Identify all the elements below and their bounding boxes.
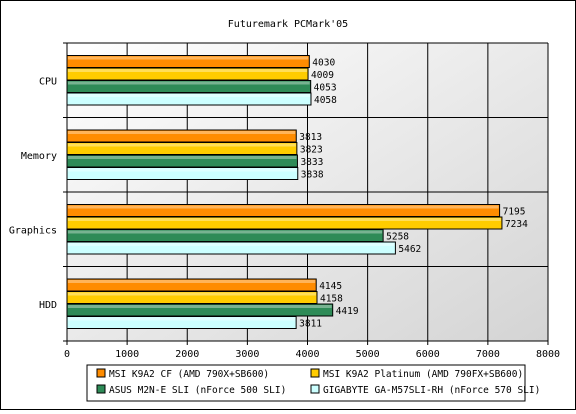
data-label: 3811 — [299, 319, 322, 330]
data-label: 5462 — [398, 244, 421, 255]
category-label: HDD — [39, 300, 57, 311]
data-label: 4419 — [336, 306, 359, 317]
legend: MSI K9A2 CF (AMD 790X+SB600) MSI K9A2 Pla… — [86, 364, 540, 402]
data-label: 4158 — [320, 294, 343, 305]
x-tick-label: 0 — [64, 349, 70, 360]
legend-swatch — [310, 384, 320, 394]
x-tick-label: 1000 — [115, 349, 139, 360]
data-label: 7195 — [503, 207, 526, 218]
bar-highlight — [68, 317, 296, 321]
data-label: 3813 — [299, 132, 322, 143]
data-label: 5258 — [386, 232, 409, 243]
bar-highlight — [68, 131, 296, 134]
data-label: 4053 — [314, 83, 337, 94]
chart-title: Futuremark PCMark'05 — [228, 19, 348, 30]
axes: 0 1000 2000 3000 4000 5000 6000 7000 8000 CPU Memo… — [9, 42, 560, 360]
category-label: Memory — [21, 151, 57, 162]
data-label: 3823 — [300, 145, 323, 156]
category-label: CPU — [39, 76, 57, 87]
data-label: 4009 — [311, 70, 334, 81]
x-tick-label: 7000 — [476, 349, 500, 360]
legend-swatch — [310, 368, 320, 378]
x-tick-label: 8000 — [536, 349, 560, 360]
bar-highlight — [68, 94, 310, 97]
legend-label: GIGABYTE GA-M57SLI-RH (nForce 570 SLI) — [323, 385, 540, 396]
legend-swatch — [96, 368, 106, 378]
bar-highlight — [68, 218, 501, 221]
bar-highlight — [68, 56, 309, 60]
x-tick-label: 5000 — [356, 349, 380, 360]
legend-label: MSI K9A2 Platinum (AMD 790FX+SB600) — [323, 369, 523, 380]
bar-highlight — [68, 305, 332, 308]
x-tick-label: 3000 — [235, 349, 259, 360]
bar-highlight — [68, 243, 395, 246]
data-label: 4058 — [314, 95, 337, 106]
bar-highlight — [68, 230, 383, 234]
legend-label: ASUS M2N-E SLI (nForce 500 SLI) — [109, 385, 286, 396]
data-label: 3833 — [300, 157, 323, 168]
x-tick-label: 4000 — [295, 349, 319, 360]
legend-box — [86, 364, 526, 402]
legend-label: MSI K9A2 CF (AMD 790X+SB600) — [109, 369, 269, 380]
x-tick-label: 2000 — [175, 349, 199, 360]
x-tick-label: 6000 — [416, 349, 440, 360]
data-label: 7234 — [505, 219, 528, 230]
bar-highlight — [68, 143, 296, 147]
category-label: Graphics — [9, 225, 57, 236]
bar-highlight — [68, 156, 297, 159]
legend-swatch — [96, 384, 106, 394]
data-label: 3838 — [301, 170, 324, 181]
bar-highlight — [68, 205, 499, 209]
data-label: 4145 — [319, 281, 342, 292]
bar-highlight — [68, 168, 297, 172]
bar-highlight — [68, 280, 316, 283]
bar-highlight — [68, 69, 308, 72]
bar-highlight — [68, 81, 310, 85]
bar-highlight — [68, 292, 316, 296]
data-label: 4030 — [312, 58, 335, 69]
